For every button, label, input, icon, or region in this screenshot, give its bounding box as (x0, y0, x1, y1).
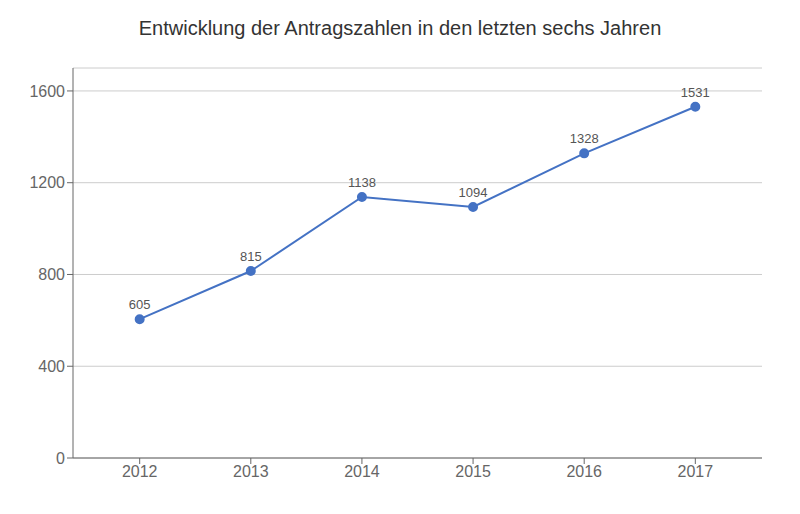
svg-text:800: 800 (38, 266, 65, 283)
svg-text:1600: 1600 (29, 83, 65, 100)
svg-text:815: 815 (240, 249, 262, 264)
svg-text:1200: 1200 (29, 174, 65, 191)
svg-text:1328: 1328 (570, 131, 599, 146)
svg-text:0: 0 (56, 450, 65, 467)
svg-text:2013: 2013 (233, 463, 269, 480)
html-text:Entwicklung der Antragszahlen: Entwicklung der Antragszahlen in den let… (138, 17, 662, 39)
svg-text:2012: 2012 (122, 463, 158, 480)
svg-text:400: 400 (38, 358, 65, 375)
svg-text:1138: 1138 (348, 175, 376, 190)
svg-text:2017: 2017 (678, 463, 714, 480)
svg-text:2014: 2014 (344, 463, 380, 480)
svg-text:1531: 1531 (681, 85, 710, 100)
svg-text:1094: 1094 (459, 185, 488, 200)
svg-text:2015: 2015 (455, 463, 491, 480)
svg-text:2016: 2016 (566, 463, 602, 480)
svg-text:605: 605 (129, 297, 151, 312)
